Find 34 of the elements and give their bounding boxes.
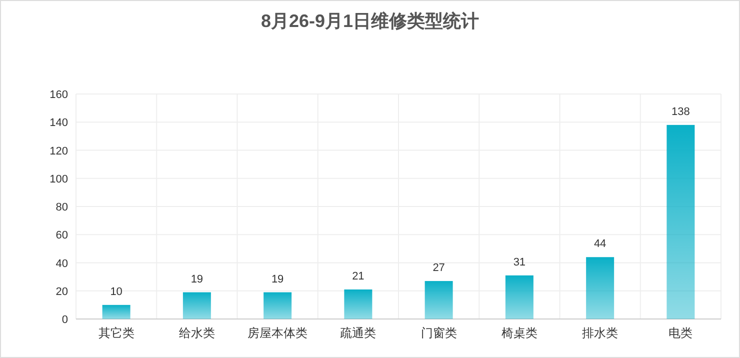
y-tick-label: 160	[50, 89, 68, 101]
y-tick-label: 80	[56, 202, 68, 214]
data-label: 19	[190, 273, 204, 286]
data-label: 31	[513, 256, 526, 268]
data-label: 19	[271, 273, 284, 286]
data-label: 10	[110, 286, 122, 298]
bar	[182, 292, 211, 319]
x-tick-label: 房屋本体类	[248, 326, 308, 340]
y-tick-label: 0	[62, 314, 68, 326]
bar	[586, 257, 614, 319]
x-tick-label: 给水类	[178, 326, 215, 340]
data-label: 44	[594, 238, 606, 250]
bar	[344, 289, 372, 319]
x-tick-label: 其它类	[98, 326, 134, 340]
y-tick-label: 120	[50, 145, 68, 158]
bar	[505, 275, 534, 319]
x-tick-label: 椅桌类	[501, 326, 538, 340]
y-tick-label: 140	[50, 117, 68, 130]
y-tick-label: 40	[56, 258, 68, 270]
x-tick-label: 排水类	[582, 326, 618, 340]
x-tick-label: 门窗类	[420, 326, 457, 340]
chart-title: 8月26-9月1日维修类型统计	[260, 11, 480, 31]
bar	[666, 124, 695, 319]
x-tick-label: 疏通类	[340, 326, 376, 340]
data-label: 21	[352, 270, 364, 282]
bar	[264, 292, 292, 319]
data-label: 138	[672, 106, 690, 118]
y-tick-label: 20	[56, 286, 68, 298]
x-tick-label: 电类	[668, 326, 693, 340]
y-tick-label: 60	[56, 230, 68, 242]
y-tick-label: 100	[50, 173, 68, 186]
bar	[102, 304, 130, 319]
data-label: 27	[432, 262, 445, 274]
bar	[424, 281, 453, 319]
